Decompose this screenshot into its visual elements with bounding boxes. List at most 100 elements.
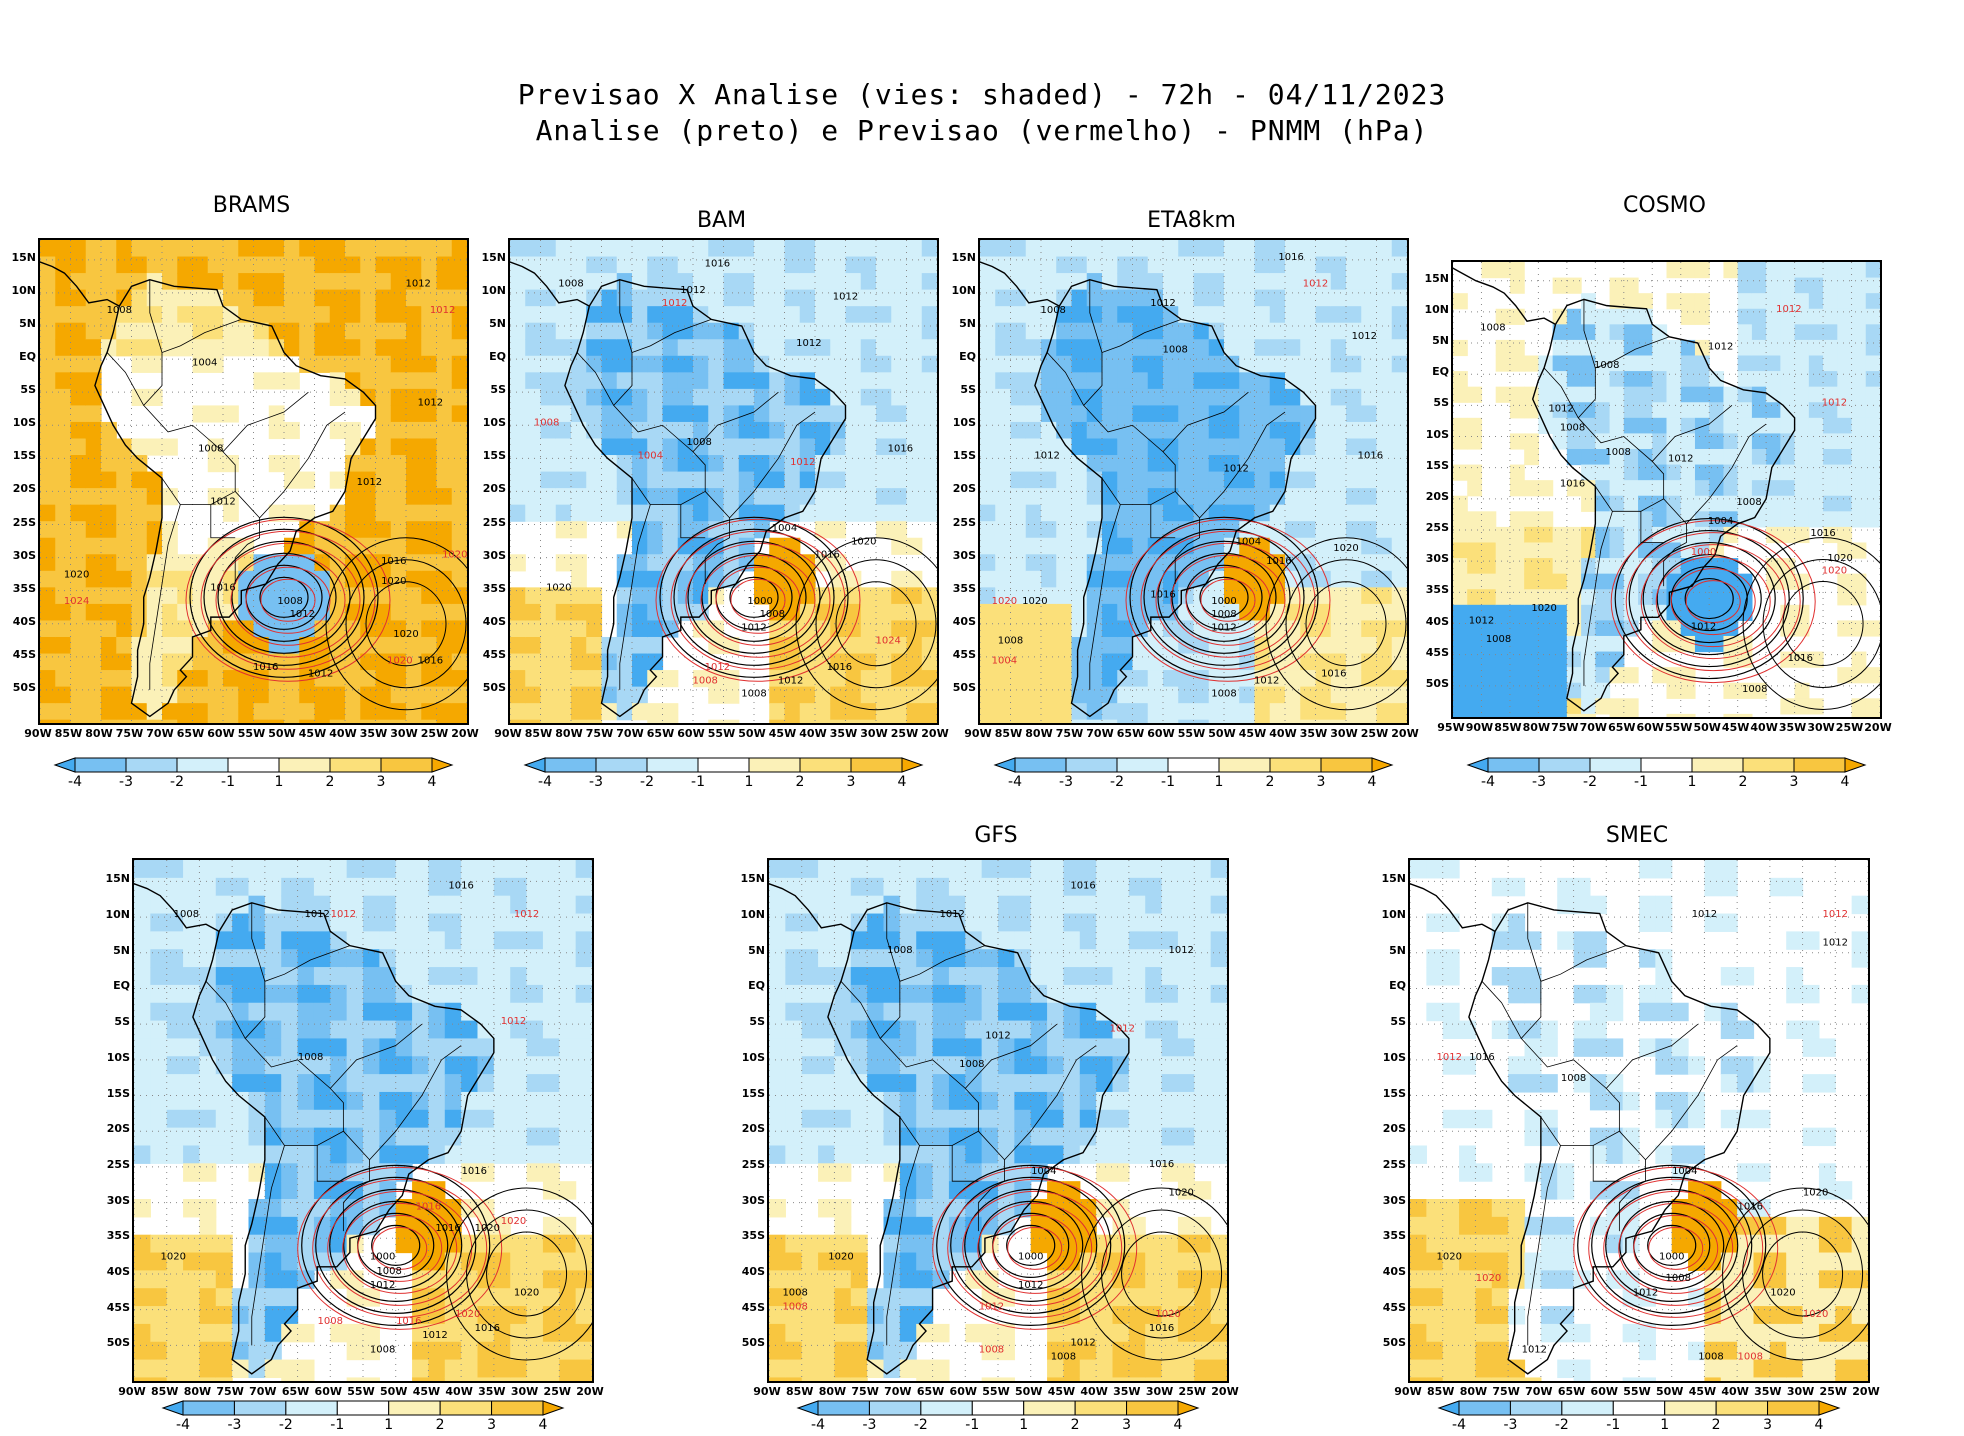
bias-cell [493, 1359, 511, 1379]
isobar-forecast [1185, 566, 1271, 634]
bias-cell [101, 438, 117, 456]
bias-cell [1376, 438, 1393, 456]
bias-cell [1865, 480, 1880, 497]
bias-cell [830, 372, 847, 390]
bias-cell [314, 256, 331, 274]
bias-cell [1145, 1091, 1163, 1111]
bias-cell [769, 949, 786, 968]
bias-cell [313, 949, 331, 968]
bias-cell [329, 686, 346, 704]
bias-cell [891, 504, 908, 522]
bias-cell [101, 421, 117, 440]
bias-cell [207, 256, 224, 274]
bias-cell [1041, 504, 1057, 522]
lat-tick-label: 25S [12, 515, 36, 529]
bias-cell [412, 1002, 430, 1022]
bias-cell [477, 877, 495, 897]
colorbar-label: 2 [325, 774, 335, 790]
bias-cell [199, 1127, 217, 1147]
bias-cell [345, 670, 361, 688]
bias-cell [1025, 388, 1042, 407]
bias-cell [1041, 554, 1057, 572]
bias-cell [769, 1306, 786, 1325]
bias-cell [1330, 405, 1347, 423]
lon-tick-label: 60W [1147, 727, 1175, 740]
bias-cell [586, 488, 603, 506]
bias-cell [1495, 604, 1511, 621]
bias-cell [542, 1020, 560, 1040]
bias-cell [1128, 1109, 1146, 1129]
bias-cell [162, 537, 178, 555]
bias-cell [406, 306, 422, 324]
lat-tick-label: 10N [11, 283, 36, 297]
bias-cell [207, 488, 224, 506]
bias-cell [101, 620, 117, 638]
bias-cell [1376, 471, 1393, 489]
bias-cell [1239, 240, 1256, 258]
bias-cell [1794, 386, 1810, 403]
bias-cell [101, 273, 117, 291]
country-border [251, 902, 266, 982]
bias-cell [738, 306, 755, 324]
bias-cell [1086, 455, 1103, 473]
bias-cell [906, 587, 923, 605]
bias-cell [916, 1056, 934, 1075]
bias-cell [436, 554, 453, 572]
bias-cell [1193, 289, 1210, 307]
bias-cell [1566, 339, 1582, 357]
bias-cell [526, 1056, 544, 1075]
bias-cell [330, 860, 348, 879]
bias-cell [1128, 1306, 1146, 1325]
bias-cell [1837, 402, 1853, 419]
bias-cell [444, 1288, 462, 1307]
bias-cell [461, 931, 479, 950]
bias-cell [223, 719, 239, 723]
bias-cell [526, 1002, 544, 1022]
bias-cell [708, 273, 725, 291]
bias-cell [1467, 417, 1483, 435]
bias-cell [150, 967, 168, 986]
bias-cell [1766, 339, 1781, 357]
colorbar-swatch [285, 1400, 338, 1416]
bias-cell [1224, 240, 1240, 258]
bias-cell [1112, 1038, 1130, 1057]
bias-cell [192, 554, 209, 572]
bias-cell [1071, 240, 1088, 258]
bias-cell [1269, 388, 1286, 407]
bias-cell [281, 860, 299, 879]
bias-cell [1609, 308, 1625, 325]
bias-cell [542, 1377, 560, 1381]
bias-cell [199, 1216, 217, 1236]
bias-cell [1010, 636, 1027, 655]
bias-cell [540, 653, 557, 671]
lat-tick-label: 15N [481, 250, 506, 264]
bias-cell [477, 931, 495, 950]
lat-tick-label: EQ [19, 350, 36, 364]
lon-tick-label: 25W [1360, 727, 1389, 740]
bias-cell [784, 372, 801, 390]
bias-cell [1837, 433, 1853, 450]
bias-cell [1376, 273, 1393, 291]
bias-cell [1239, 289, 1256, 307]
bias-cell [542, 1002, 560, 1022]
bias-cell [723, 355, 740, 373]
bias-cell [1025, 355, 1042, 373]
bias-cell [55, 587, 72, 605]
bias-cell [1780, 480, 1796, 497]
bias-cell [1723, 417, 1739, 435]
bias-cell [834, 1038, 852, 1057]
bias-cell [1737, 464, 1753, 481]
bias-cell [542, 1163, 560, 1182]
bias-cell [647, 636, 664, 655]
bias-cell [360, 273, 377, 291]
bias-cell [1566, 448, 1582, 466]
bias-cell [899, 1020, 917, 1040]
bias-cell [1453, 371, 1468, 388]
bias-cell [238, 686, 255, 704]
bias-cell [1079, 1091, 1097, 1111]
bias-cell [428, 1252, 446, 1271]
bias-cell [1147, 289, 1164, 307]
country-border [329, 1023, 423, 1089]
bias-cell [510, 1145, 528, 1164]
bias-cell [461, 1145, 479, 1164]
